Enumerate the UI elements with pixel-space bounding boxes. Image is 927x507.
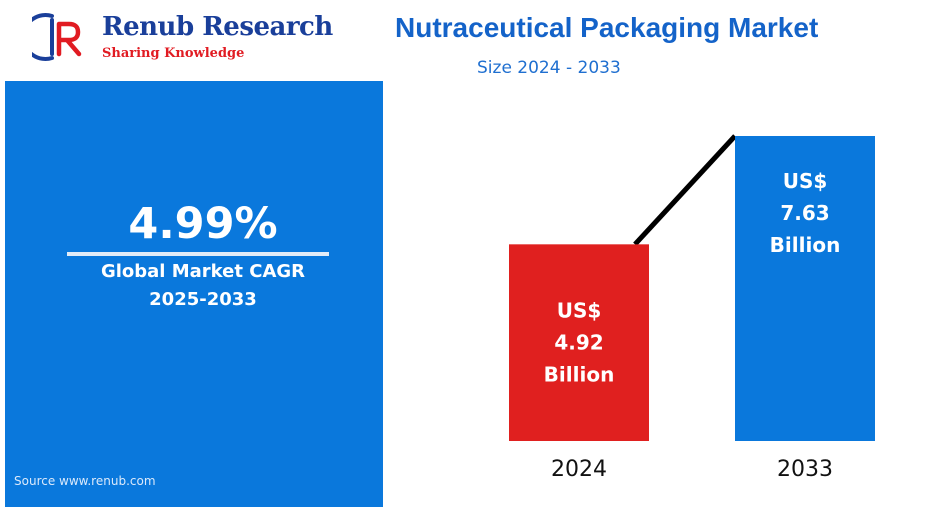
page-title: Nutraceutical Packaging Market [395, 12, 819, 43]
x-tick-label-2024: 2024 [551, 457, 607, 482]
cagr-divider [67, 252, 329, 256]
bar-label-2024-0: US$ [557, 298, 602, 322]
x-tick-label-2033: 2033 [777, 457, 833, 482]
cagr-label: Global Market CAGR [100, 261, 306, 282]
bar-2033 [735, 136, 875, 441]
bar-label-2033-1: 7.63 [780, 201, 829, 225]
renub-logo-icon [32, 13, 82, 61]
bar-label-2033-0: US$ [783, 169, 828, 193]
bar-label-2033-2: Billion [770, 233, 841, 257]
source-note: Source www.renub.com [14, 474, 156, 488]
bar-2024 [509, 244, 649, 441]
brand-tagline: Sharing Knowledge [102, 46, 245, 61]
cagr-value: 4.99% [128, 199, 278, 249]
cagr-period: 2025-2033 [149, 289, 257, 310]
bar-label-2024-2: Billion [544, 362, 615, 386]
market-size-chart: US$ 4.92 Billion 2024 US$ 7.63 Billion 2033 [509, 134, 875, 482]
trend-connector-line [633, 134, 737, 247]
bar-label-2024-1: 4.92 [554, 330, 603, 354]
brand-name: Renub Research [102, 12, 333, 42]
brand-logo: Renub Research Sharing Knowledge [10, 6, 333, 68]
page-subtitle: Size 2024 - 2033 [477, 58, 621, 78]
cagr-panel: 4.99% Global Market CAGR 2025-2033 Sourc… [5, 81, 383, 507]
